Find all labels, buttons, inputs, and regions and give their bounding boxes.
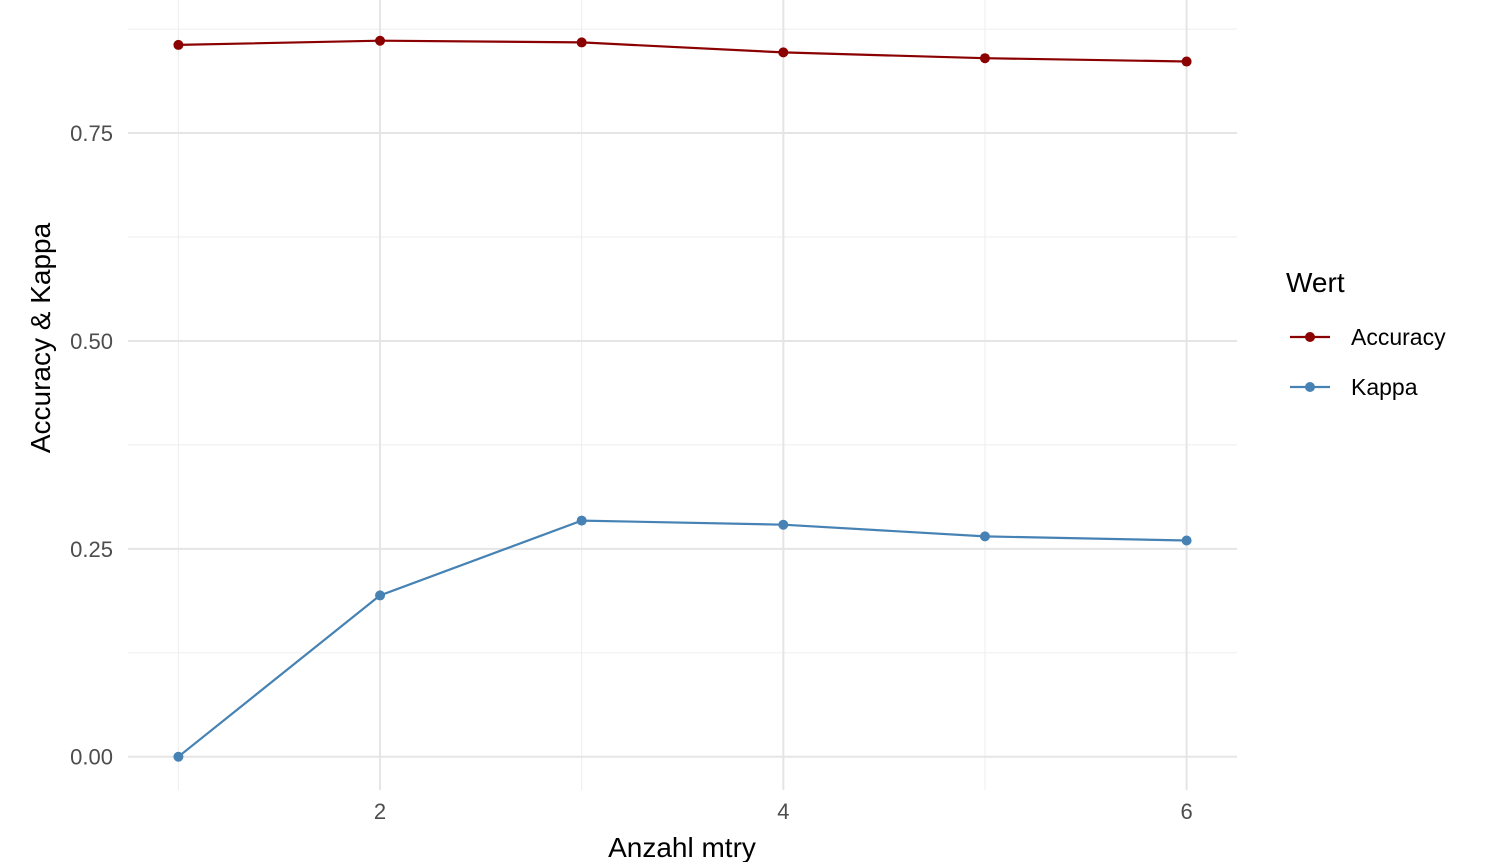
x-axis-tick-labels: 2 4 6 [374, 799, 1193, 824]
legend-key-point [1305, 332, 1315, 342]
data-point-kappa [1181, 535, 1192, 546]
x-tick-label: 6 [1180, 799, 1192, 824]
data-point-kappa [173, 751, 184, 762]
data-point-kappa [375, 590, 386, 601]
series-line-accuracy [178, 39, 1187, 63]
y-axis-title: Accuracy & Kappa [25, 222, 56, 453]
y-tick-label: 0.25 [70, 537, 113, 562]
data-point-accuracy [1181, 56, 1192, 67]
data-point-accuracy [173, 39, 184, 50]
data-point-kappa [778, 519, 789, 530]
series-line-kappa [177, 519, 1187, 758]
minor-gridlines-x [177, 0, 986, 790]
series-layer [173, 35, 1192, 762]
y-tick-label: 0.75 [70, 121, 113, 146]
data-point-accuracy [576, 37, 587, 48]
legend: Wert Accuracy Kappa [1286, 267, 1446, 400]
legend-label: Kappa [1351, 374, 1418, 400]
data-point-kappa [576, 515, 587, 526]
x-tick-label: 4 [777, 799, 789, 824]
minor-gridlines-y [128, 28, 1237, 654]
x-axis-title: Anzahl mtry [608, 832, 756, 862]
y-axis-tick-labels: 0.00 0.25 0.50 0.75 [70, 121, 113, 770]
data-point-accuracy [375, 35, 386, 46]
major-gridlines-x [379, 0, 1188, 790]
data-point-accuracy [979, 53, 990, 64]
data-point-accuracy [778, 47, 789, 58]
x-tick-label: 2 [374, 799, 386, 824]
legend-items: Accuracy Kappa [1290, 324, 1446, 400]
legend-label: Accuracy [1351, 324, 1446, 350]
y-tick-label: 0.00 [70, 745, 113, 770]
y-tick-label: 0.50 [70, 329, 113, 354]
legend-key-point [1305, 382, 1315, 392]
legend-title: Wert [1286, 267, 1345, 298]
major-gridlines-y [128, 132, 1237, 758]
data-point-kappa [979, 531, 990, 542]
